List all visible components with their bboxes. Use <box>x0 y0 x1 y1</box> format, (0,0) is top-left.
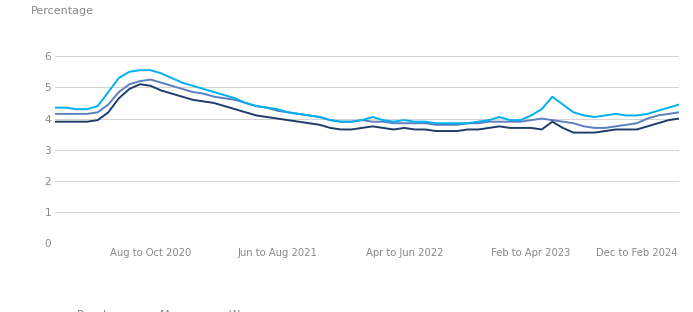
People <box>453 123 462 127</box>
Women <box>453 129 462 133</box>
Men <box>168 76 176 80</box>
Women <box>242 110 250 114</box>
Women <box>136 82 144 86</box>
People <box>675 110 683 114</box>
Women <box>51 120 60 124</box>
Women <box>220 104 229 108</box>
Men <box>51 106 60 110</box>
Line: People: People <box>55 80 679 128</box>
People <box>146 78 155 81</box>
Men <box>136 68 144 72</box>
Men <box>432 121 440 125</box>
Line: Women: Women <box>55 84 679 133</box>
People <box>220 96 229 100</box>
Women <box>263 115 271 119</box>
Men <box>464 121 472 125</box>
Men <box>273 107 281 111</box>
Women <box>569 131 577 134</box>
Women <box>273 117 281 120</box>
People <box>242 101 250 105</box>
Legend: People, Men, Women: People, Men, Women <box>36 306 275 312</box>
People <box>590 126 599 130</box>
Men <box>263 106 271 110</box>
People <box>263 106 271 110</box>
People <box>273 109 281 113</box>
Women <box>168 92 176 95</box>
Men <box>675 103 683 106</box>
Text: Percentage: Percentage <box>30 6 94 16</box>
Women <box>675 117 683 120</box>
Line: Men: Men <box>55 70 679 123</box>
Men <box>242 101 250 105</box>
Men <box>220 93 229 97</box>
People <box>51 112 60 116</box>
People <box>168 84 176 88</box>
